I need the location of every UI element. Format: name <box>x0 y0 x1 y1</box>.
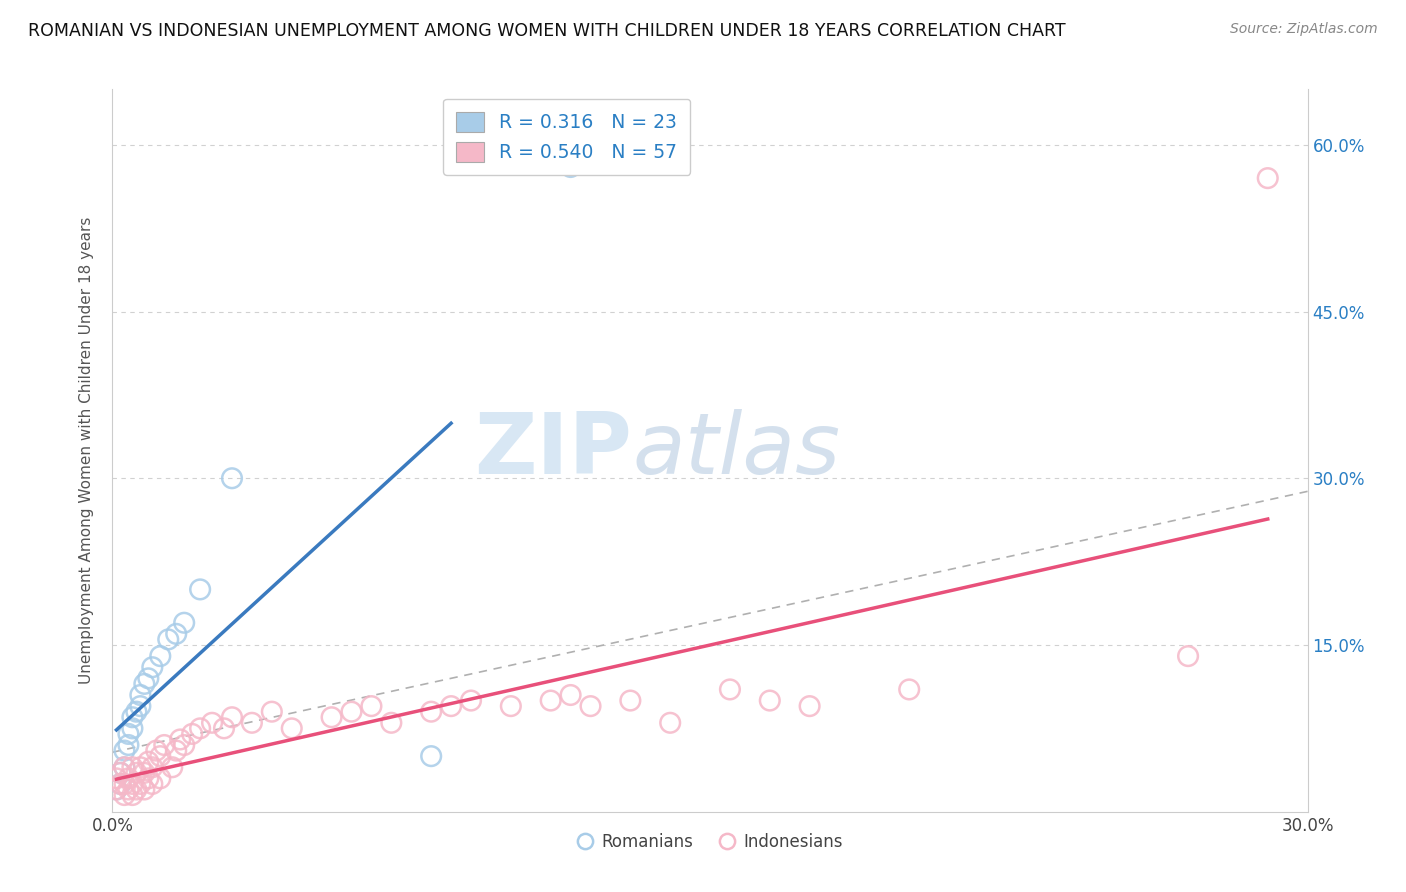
Point <box>129 760 152 774</box>
Point <box>125 765 148 780</box>
Point <box>149 649 172 664</box>
Point <box>117 782 139 797</box>
Point <box>173 738 195 752</box>
Point <box>181 727 204 741</box>
Point <box>138 755 160 769</box>
Point <box>114 788 135 802</box>
Point <box>718 682 741 697</box>
Point <box>1177 649 1199 664</box>
Point <box>799 699 821 714</box>
Point <box>579 699 602 714</box>
Point <box>105 772 128 786</box>
Text: ROMANIAN VS INDONESIAN UNEMPLOYMENT AMONG WOMEN WITH CHILDREN UNDER 18 YEARS COR: ROMANIAN VS INDONESIAN UNEMPLOYMENT AMON… <box>28 22 1066 40</box>
Point <box>149 749 172 764</box>
Legend: Romanians, Indonesians: Romanians, Indonesians <box>571 826 849 857</box>
Point <box>125 705 148 719</box>
Point <box>141 777 163 791</box>
Point <box>321 710 343 724</box>
Point <box>420 749 443 764</box>
Point <box>420 705 443 719</box>
Point <box>110 777 132 791</box>
Point <box>240 715 263 730</box>
Point <box>360 699 382 714</box>
Point <box>134 677 156 691</box>
Point <box>149 772 172 786</box>
Point <box>141 660 163 674</box>
Point <box>138 772 160 786</box>
Point <box>129 777 152 791</box>
Point <box>121 788 143 802</box>
Point <box>260 705 283 719</box>
Point <box>129 699 152 714</box>
Point <box>221 710 243 724</box>
Point <box>145 743 167 757</box>
Point <box>129 688 152 702</box>
Point <box>212 722 235 736</box>
Point <box>134 765 156 780</box>
Point <box>141 760 163 774</box>
Point <box>114 743 135 757</box>
Point <box>105 782 128 797</box>
Point <box>121 722 143 736</box>
Point <box>134 782 156 797</box>
Point <box>1257 171 1279 186</box>
Point <box>114 777 135 791</box>
Point <box>117 738 139 752</box>
Point <box>157 632 180 647</box>
Point <box>499 699 522 714</box>
Y-axis label: Unemployment Among Women with Children Under 18 years: Unemployment Among Women with Children U… <box>79 217 94 684</box>
Point <box>117 772 139 786</box>
Point <box>201 715 224 730</box>
Point <box>759 693 782 707</box>
Point <box>281 722 304 736</box>
Point <box>125 782 148 797</box>
Point <box>117 727 139 741</box>
Point <box>188 722 211 736</box>
Text: ZIP: ZIP <box>475 409 633 492</box>
Text: Source: ZipAtlas.com: Source: ZipAtlas.com <box>1230 22 1378 37</box>
Point <box>114 760 135 774</box>
Point <box>121 760 143 774</box>
Point <box>105 782 128 797</box>
Point <box>110 777 132 791</box>
Point <box>221 471 243 485</box>
Point <box>165 627 187 641</box>
Point <box>440 699 463 714</box>
Point <box>560 688 582 702</box>
Point <box>121 710 143 724</box>
Point <box>460 693 482 707</box>
Text: atlas: atlas <box>633 409 841 492</box>
Point <box>659 715 682 730</box>
Point <box>173 615 195 630</box>
Point <box>169 732 191 747</box>
Point <box>898 682 921 697</box>
Point <box>114 760 135 774</box>
Point <box>188 582 211 597</box>
Point <box>165 743 187 757</box>
Point <box>121 777 143 791</box>
Point <box>380 715 402 730</box>
Point <box>138 671 160 685</box>
Point <box>162 760 183 774</box>
Point <box>110 765 132 780</box>
Point <box>340 705 363 719</box>
Point <box>560 160 582 174</box>
Point <box>110 765 132 780</box>
Point <box>619 693 641 707</box>
Point <box>540 693 562 707</box>
Point <box>153 738 176 752</box>
